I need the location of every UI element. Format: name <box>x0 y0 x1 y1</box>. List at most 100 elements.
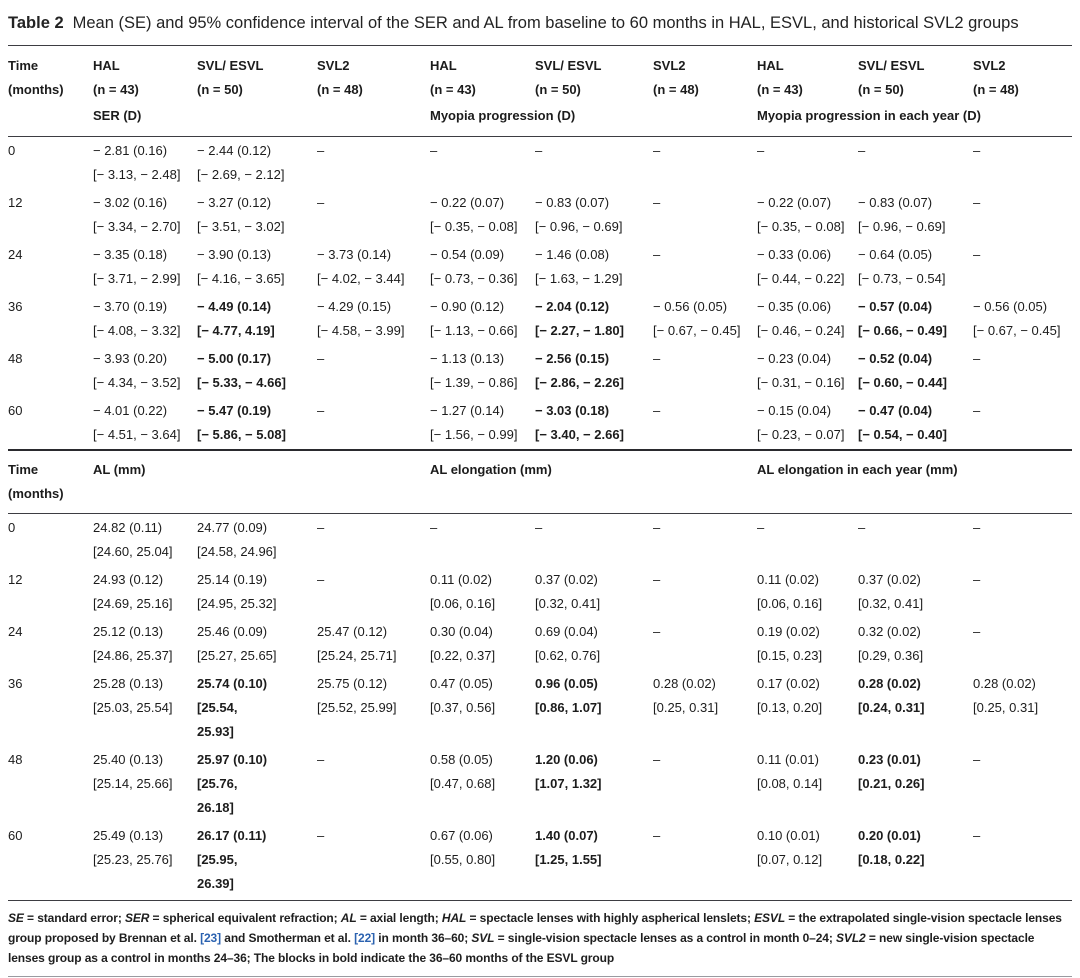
cell-ci: [− 5.33, − 4.66] <box>197 375 286 390</box>
cell-mean: − 0.47 (0.04) <box>858 403 933 418</box>
cell-mean: – <box>973 828 981 843</box>
cell-ci <box>757 163 852 187</box>
cell-mean: 0.11 (0.02) <box>430 572 492 587</box>
data-cell: − 0.54 (0.09) [− 0.73, − 0.36] <box>430 241 535 293</box>
cell-mean: – <box>973 195 981 210</box>
section-header-row: Time (months) AL (mm) AL elongation (mm) AL… <box>8 449 1072 514</box>
cell-ci: [− 3.51, − 3.02] <box>197 219 285 234</box>
cell-mean: – <box>317 752 325 767</box>
cell-ci: [− 4.02, − 3.44] <box>317 271 405 286</box>
cell-ci: [0.06, 0.16] <box>430 596 496 611</box>
cell-mean: − 1.27 (0.14) <box>430 403 505 418</box>
data-cell: – <box>757 137 858 190</box>
cell-ci: [0.21, 0.26] <box>858 776 925 791</box>
cell-ci <box>317 540 424 564</box>
cell-mean: 25.12 (0.13) <box>93 624 164 639</box>
cell-mean: − 0.52 (0.04) <box>858 351 933 366</box>
data-cell: 0.10 (0.01) [0.07, 0.12] <box>757 822 858 898</box>
cell-mean: − 0.35 (0.06) <box>757 299 832 314</box>
data-cell: – <box>317 397 430 450</box>
measure-header: AL elongation in each year (mm) <box>757 449 1072 514</box>
time-cell: 48 <box>8 752 23 767</box>
data-cell: − 5.47 (0.19) [− 5.86, − 5.08] <box>197 397 317 450</box>
data-cell: – <box>757 514 858 567</box>
cell-ci: [− 0.31, − 0.16] <box>757 375 845 390</box>
data-cell: − 5.00 (0.17) [− 5.33, − 4.66] <box>197 345 317 397</box>
data-cell: 25.97 (0.10) [25.76, 26.18] <box>197 746 317 822</box>
data-cell: 0.32 (0.02) [0.29, 0.36] <box>858 618 973 670</box>
group-column-header: SVL2 (n = 48) <box>973 58 1019 97</box>
cell-ci <box>653 540 751 564</box>
cell-ci <box>317 592 424 616</box>
cell-mean: − 3.93 (0.20) <box>93 351 168 366</box>
data-cell: − 2.56 (0.15) [− 2.86, − 2.26] <box>535 345 653 397</box>
data-cell: 26.17 (0.11) [25.95, 26.39] <box>197 822 317 898</box>
data-cell: – <box>653 189 757 241</box>
cell-mean: 25.74 (0.10) <box>197 676 268 691</box>
empty-header-cell <box>8 102 93 137</box>
cell-ci: [− 2.27, − 1.80] <box>535 323 624 338</box>
cell-ci: [24.69, 25.16] <box>93 596 173 611</box>
cell-ci: [− 0.60, − 0.44] <box>858 375 947 390</box>
cell-ci: [− 0.46, − 0.24] <box>757 323 845 338</box>
group-column-header: SVL/ ESVL (n = 50) <box>535 58 602 97</box>
cell-ci <box>653 267 751 291</box>
cell-mean: − 2.04 (0.12) <box>535 299 610 314</box>
cell-mean: 0.28 (0.02) <box>653 676 716 691</box>
table-row: 24 − 3.35 (0.18) [− 3.71, − 2.99] − 3.90 (0… <box>8 241 1072 293</box>
cell-mean: – <box>973 624 981 639</box>
data-cell: – <box>317 137 430 190</box>
cell-mean: − 5.47 (0.19) <box>197 403 272 418</box>
cell-ci: [0.13, 0.20] <box>757 700 823 715</box>
cell-mean: 0.67 (0.06) <box>430 828 493 843</box>
cell-mean: – <box>535 143 543 158</box>
cell-ci: [24.58, 24.96] <box>197 544 277 559</box>
cell-ci: [0.32, 0.41] <box>858 596 924 611</box>
table-row: 36 25.28 (0.13) [25.03, 25.54] 25.74 (0.10)… <box>8 670 1072 746</box>
cell-ci: [− 1.39, − 0.86] <box>430 375 518 390</box>
citation-link[interactable]: [23] <box>200 931 222 945</box>
data-cell: − 0.33 (0.06) [− 0.44, − 0.22] <box>757 241 858 293</box>
cell-mean: – <box>317 403 325 418</box>
table-number: Table 2 <box>8 14 64 32</box>
cell-ci: [− 0.66, − 0.49] <box>858 323 947 338</box>
cell-ci: [0.62, 0.76] <box>535 648 601 663</box>
cell-ci: [− 5.86, − 5.08] <box>197 427 286 442</box>
cell-mean: − 3.02 (0.16) <box>93 195 168 210</box>
column-header-row: Time (months) HAL (n = 43) SVL/ ESVL (n = … <box>8 46 1072 103</box>
data-cell: 0.30 (0.04) [0.22, 0.37] <box>430 618 535 670</box>
cell-ci: [− 3.13, − 2.48] <box>93 167 181 182</box>
citation-link[interactable]: [22] <box>354 931 376 945</box>
time-cell: 12 <box>8 195 23 210</box>
cell-ci: [0.25, 0.31] <box>973 700 1039 715</box>
cell-mean: 0.11 (0.02) <box>757 572 819 587</box>
data-cell: – <box>653 241 757 293</box>
data-cell: – <box>653 822 757 898</box>
cell-ci <box>653 644 751 668</box>
cell-ci <box>973 267 1066 291</box>
data-cell: – <box>430 137 535 190</box>
cell-mean: – <box>430 143 438 158</box>
cell-ci: [0.32, 0.41] <box>535 596 601 611</box>
data-cell: − 3.73 (0.14) [− 4.02, − 3.44] <box>317 241 430 293</box>
data-cell: 0.47 (0.05) [0.37, 0.56] <box>430 670 535 746</box>
cell-mean: − 0.22 (0.07) <box>430 195 505 210</box>
measure-header: SER (D) <box>93 102 430 137</box>
cell-mean: − 4.29 (0.15) <box>317 299 392 314</box>
abbreviation-term: SVL2 <box>836 931 866 945</box>
time-cell: 36 <box>8 299 23 314</box>
table-row: 0 24.82 (0.11) [24.60, 25.04] 24.77 (0.09) [… <box>8 514 1072 567</box>
cell-mean: − 0.64 (0.05) <box>858 247 933 262</box>
data-cell: − 0.47 (0.04) [− 0.54, − 0.40] <box>858 397 973 450</box>
cell-ci: [0.07, 0.12] <box>757 852 823 867</box>
data-cell: – <box>317 345 430 397</box>
table-row: 12 24.93 (0.12) [24.69, 25.16] 25.14 (0.19)… <box>8 566 1072 618</box>
cell-ci <box>973 848 1066 872</box>
data-cell: – <box>317 822 430 898</box>
data-cell: − 3.35 (0.18) [− 3.71, − 2.99] <box>93 241 197 293</box>
data-cell: – <box>653 514 757 567</box>
cell-ci: [− 0.23, − 0.07] <box>757 427 845 442</box>
cell-mean: – <box>653 195 661 210</box>
cell-ci <box>535 540 647 564</box>
footnote-text: = standard error; <box>23 911 125 925</box>
